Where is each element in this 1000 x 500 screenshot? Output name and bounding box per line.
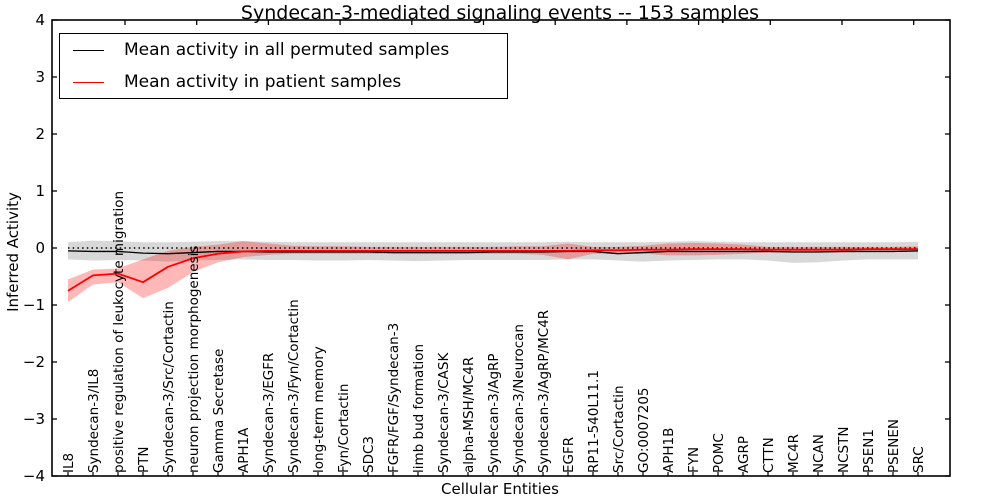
permuted-mean-line [67, 250, 919, 255]
y-tick-label: −3 [23, 410, 45, 428]
x-tick-label: limb bud formation [411, 344, 427, 473]
x-tick-label: RP11-540L11.1 [586, 370, 602, 473]
x-tick-label: CTTN [761, 437, 777, 473]
x-tick-label: PSENEN [886, 419, 902, 473]
x-axis-label: Cellular Entities [441, 480, 559, 498]
x-tick-label: PSEN1 [861, 429, 877, 473]
legend-line-sample-patient [73, 81, 104, 83]
x-tick-label: Syndecan-3/AgRP [486, 353, 502, 473]
chart-title: Syndecan-3-mediated signaling events -- … [240, 2, 760, 24]
y-tick-label: −2 [23, 353, 45, 371]
x-tick-label: Syndecan-3/Src/Cortactin [161, 301, 177, 473]
x-tick-label: APH1A [236, 427, 252, 473]
y-tick-label: 2 [35, 125, 45, 143]
legend-line-sample-permuted [73, 49, 104, 51]
x-tick-label: NCSTN [836, 427, 852, 473]
y-tick-label: 4 [35, 11, 45, 29]
x-tick-label: EGFR [561, 437, 577, 473]
x-tick-label: long-term memory [311, 346, 327, 473]
y-tick-label: 0 [35, 239, 45, 257]
legend-label-patient: Mean activity in patient samples [124, 72, 402, 92]
legend-label-permuted: Mean activity in all permuted samples [124, 40, 450, 60]
x-tick-label: Syndecan-3/Neurocan [511, 324, 527, 473]
x-tick-label: Syndecan-3/AgRP/MC4R [536, 310, 552, 473]
patient-confidence-band [68, 241, 918, 303]
x-tick-label: Syndecan-3/Fyn/Cortactin [286, 299, 302, 473]
x-tick-label: APH1B [661, 428, 677, 473]
x-tick-label: Syndecan-3/EGFR [261, 353, 277, 473]
x-tick-label: SRC [911, 446, 927, 473]
x-tick-label: NCAN [811, 434, 827, 473]
x-tick-label: Src/Cortactin [611, 385, 627, 473]
x-tick-label: SDC3 [361, 436, 377, 473]
y-axis-label: Inferred Activity [4, 192, 22, 312]
x-tick-label: IL8 [61, 453, 77, 473]
x-tick-label: positive regulation of leukocyte migrati… [111, 191, 127, 473]
x-tick-label: Gamma Secretase [211, 349, 227, 473]
x-tick-label: FYN [686, 447, 702, 473]
x-tick-label: neuron projection morphogenesis [186, 246, 202, 473]
y-tick-label: −4 [23, 467, 45, 485]
legend-item-permuted: Mean activity in all permuted samples [60, 34, 507, 66]
x-tick-label: AGRP [736, 436, 752, 473]
x-tick-label: POMC [711, 433, 727, 473]
y-tick-label: 1 [35, 182, 45, 200]
legend-item-patient: Mean activity in patient samples [60, 66, 507, 98]
x-tick-label: alpha-MSH/MC4R [461, 357, 477, 473]
x-tick-label: Syndecan-3/CASK [436, 352, 452, 473]
patient-mean-line [67, 248, 918, 292]
x-tick-label: GO:0007205 [636, 387, 652, 473]
y-tick-label: −1 [23, 296, 45, 314]
x-tick-label: MC4R [786, 434, 802, 473]
x-tick-label: FGFR/FGF/Syndecan-3 [386, 323, 402, 473]
legend: Mean activity in all permuted samples Me… [59, 33, 508, 99]
x-tick-label: PTN [136, 447, 152, 474]
x-tick-label: Fyn/Cortactin [336, 384, 352, 473]
y-tick-label: 3 [35, 68, 45, 86]
x-tick-label: Syndecan-3/IL8 [86, 369, 102, 473]
